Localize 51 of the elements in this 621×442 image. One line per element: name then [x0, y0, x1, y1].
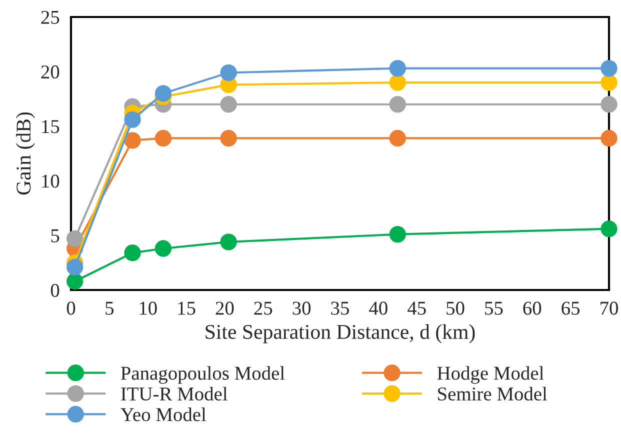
legend-label: Panagopoulos Model [120, 366, 285, 384]
y-tick-label: 15 [42, 120, 60, 134]
x-tick-label: 30 [292, 302, 311, 315]
x-tick-label: 45 [408, 302, 426, 315]
point [389, 96, 406, 113]
point [600, 130, 618, 147]
point [66, 272, 84, 290]
point [66, 258, 84, 276]
legend-label: Semire Model [438, 386, 548, 401]
x-tick-label: 25 [254, 302, 272, 315]
point [220, 64, 237, 82]
x-tick-label: 50 [446, 302, 464, 315]
point [600, 74, 618, 91]
x-tick-label: 35 [331, 302, 349, 315]
point [124, 111, 141, 128]
point [124, 244, 141, 262]
point [600, 220, 618, 238]
x-tick-label: 5 [106, 302, 114, 315]
x-tick-label: 65 [562, 302, 580, 315]
point [66, 230, 84, 248]
point [600, 60, 618, 77]
point [389, 226, 406, 243]
point [220, 234, 237, 250]
point [600, 96, 618, 113]
point [389, 130, 406, 147]
x-tick-label: 10 [140, 302, 157, 315]
point [154, 130, 172, 147]
point [389, 60, 406, 77]
point [154, 85, 172, 102]
point [220, 96, 237, 113]
y-tick-label: 25 [41, 10, 60, 24]
y-tick-label: 20 [41, 65, 60, 79]
x-tick-label: 70 [600, 302, 618, 315]
y-axis-title: Gain (dB) [16, 112, 35, 195]
point [124, 132, 141, 149]
x-tick-label: 15 [178, 302, 196, 315]
legend-label: Hodge Model [437, 366, 544, 384]
point [220, 130, 237, 147]
x-tick-label: 40 [369, 302, 388, 315]
legend-label: ITU-R Model [121, 386, 228, 401]
point [154, 240, 172, 257]
x-tick-label: 60 [523, 302, 542, 315]
point [389, 74, 406, 91]
y-tick-label: 5 [51, 229, 60, 242]
legend-label: Yeo Model [120, 408, 206, 422]
y-tick-label: 10 [42, 174, 60, 188]
x-axis-title: Site Separation Distance, d (km) [206, 324, 475, 344]
x-tick-label: 20 [216, 302, 234, 315]
x-tick-label: 55 [485, 302, 503, 315]
y-tick-label: 0 [50, 284, 60, 297]
x-tick-label: 0 [66, 302, 76, 315]
